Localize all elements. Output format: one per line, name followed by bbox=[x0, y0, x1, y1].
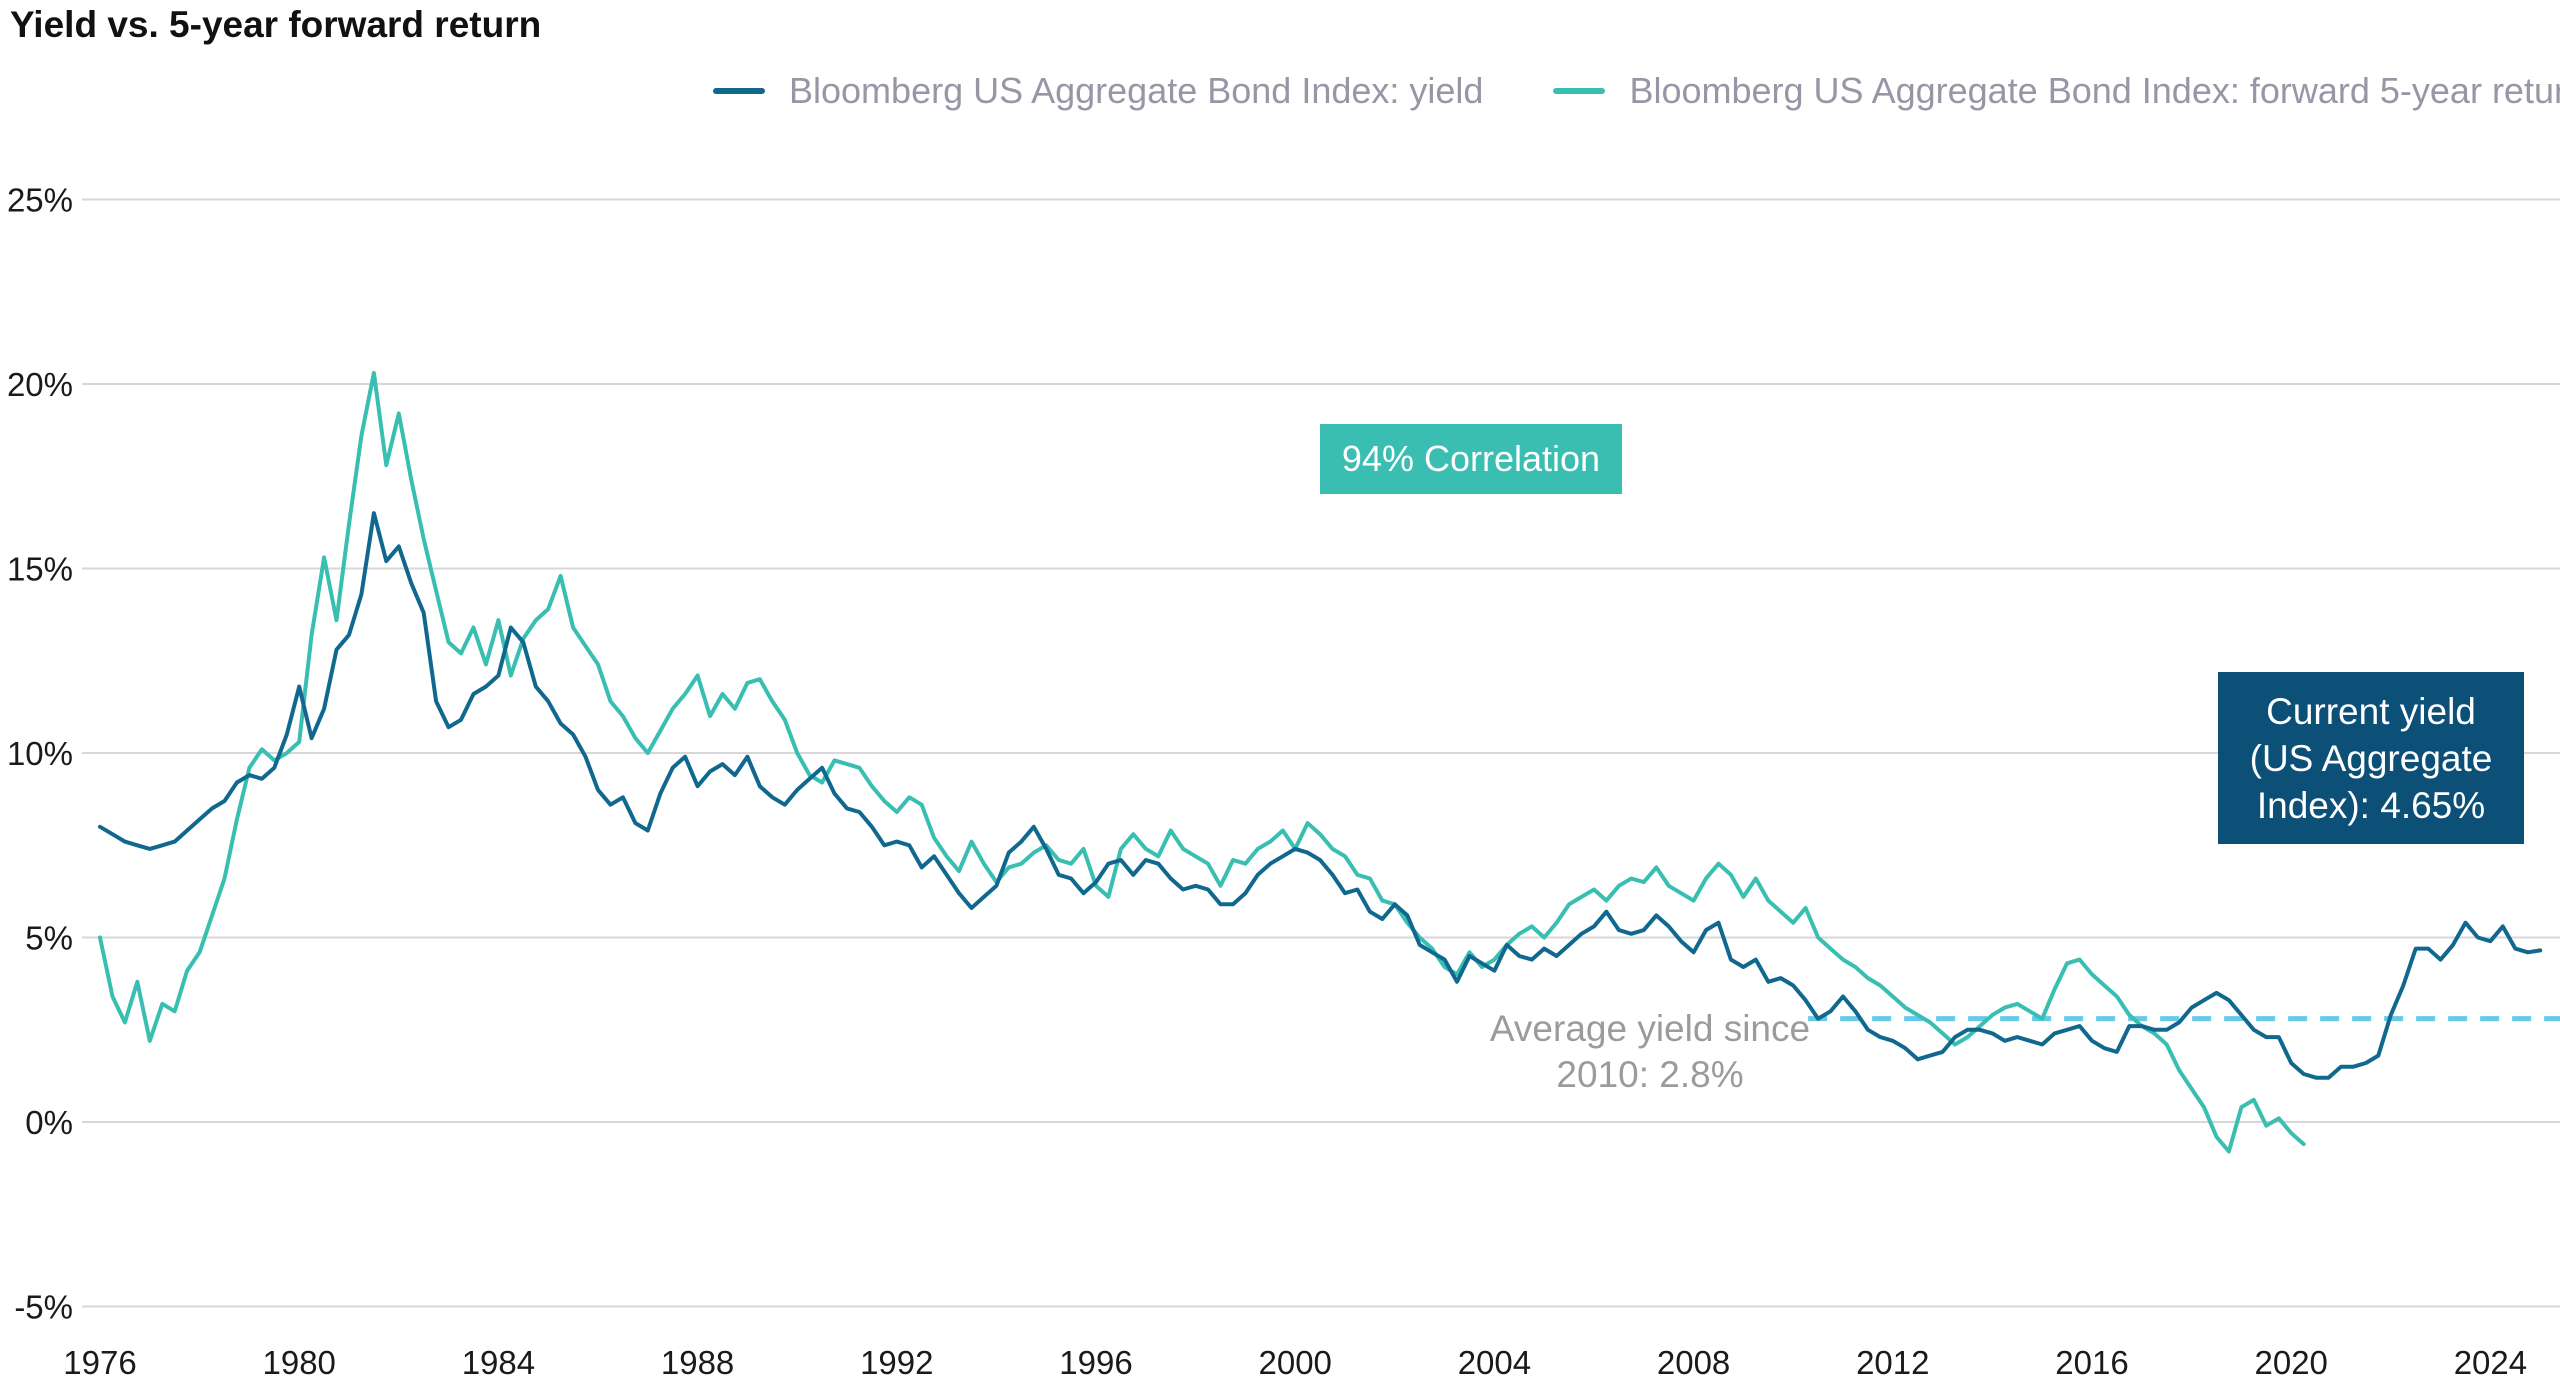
legend: Bloomberg US Aggregate Bond Index: yield… bbox=[713, 70, 2560, 112]
x-axis-tick-label: 2020 bbox=[2254, 1344, 2327, 1381]
forward-return-line-swatch bbox=[1553, 88, 1606, 94]
current-yield-callout: Current yield (US Aggregate Index): 4.65… bbox=[2218, 672, 2524, 844]
legend-item-yield: Bloomberg US Aggregate Bond Index: yield bbox=[713, 70, 1483, 112]
y-axis-tick-label: 20% bbox=[7, 366, 73, 403]
y-axis-tick-label: 25% bbox=[7, 182, 73, 219]
x-axis-tick-label: 1984 bbox=[462, 1344, 535, 1381]
x-axis-tick-label: 2000 bbox=[1258, 1344, 1331, 1381]
x-axis-tick-label: 2016 bbox=[2055, 1344, 2128, 1381]
yield-line-swatch bbox=[713, 88, 765, 94]
y-axis-tick-label: 5% bbox=[25, 920, 73, 957]
legend-label-yield: Bloomberg US Aggregate Bond Index: yield bbox=[789, 70, 1484, 111]
yield-line bbox=[98, 511, 2543, 1080]
x-axis-tick-label: 1980 bbox=[262, 1344, 335, 1381]
y-axis-tick-label: 15% bbox=[7, 551, 73, 588]
x-axis-tick-label: 2012 bbox=[1856, 1344, 1929, 1381]
average-yield-label: Average yield since 2010: 2.8% bbox=[1489, 1008, 1811, 1095]
x-axis-tick-label: 1996 bbox=[1059, 1344, 1132, 1381]
x-axis-tick-label: 2008 bbox=[1657, 1344, 1730, 1381]
y-axis-tick-label: 0% bbox=[25, 1104, 73, 1141]
x-axis-tick-label: 1976 bbox=[63, 1344, 136, 1381]
x-axis-tick-label: 1992 bbox=[860, 1344, 933, 1381]
x-axis-tick-label: 1988 bbox=[661, 1344, 734, 1381]
chart-title: Yield vs. 5-year forward return bbox=[10, 4, 542, 45]
legend-label-forward-return: Bloomberg US Aggregate Bond Index: forwa… bbox=[1629, 70, 2560, 111]
x-axis-tick-label: 2004 bbox=[1458, 1344, 1531, 1381]
legend-item-forward-return: Bloomberg US Aggregate Bond Index: forwa… bbox=[1553, 70, 2560, 112]
forward-return-line bbox=[98, 370, 2306, 1154]
y-axis-tick-label: -5% bbox=[14, 1289, 73, 1326]
x-axis-tick-label: 2024 bbox=[2454, 1344, 2527, 1381]
correlation-badge: 94% Correlation bbox=[1320, 424, 1622, 494]
y-axis-tick-label: 10% bbox=[7, 735, 73, 772]
